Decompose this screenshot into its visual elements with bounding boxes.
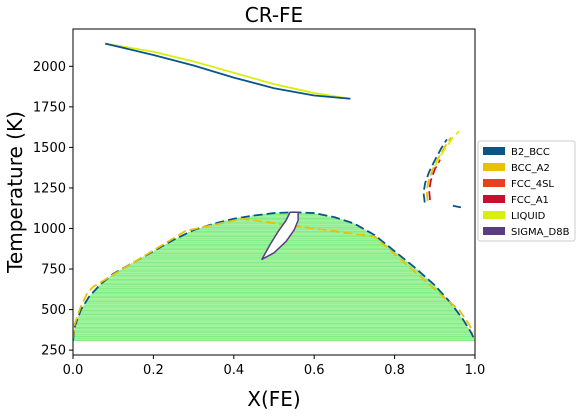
y-tick-label: 250 <box>41 344 66 359</box>
series-liquid-line <box>105 42 351 100</box>
series-b2-bcc-line <box>73 211 475 341</box>
y-axis-ticks: 250 500 750 1000 1250 1500 1750 2000 <box>33 60 73 359</box>
y-tick-label: 1750 <box>33 100 66 115</box>
legend: B2_BCC BCC_A2 FCC_4SL FCC_A1 LIQUID SIGMA_D8B <box>477 140 576 242</box>
series-bcc-a2-line <box>73 217 474 339</box>
y-tick-label: 1000 <box>33 222 66 237</box>
x-axis-label: X(FE) <box>247 387 300 411</box>
legend-swatch <box>483 211 505 219</box>
series-sigma-d8b-line <box>261 211 299 261</box>
legend-label: B2_BCC <box>511 147 550 158</box>
y-tick-label: 1250 <box>33 181 66 196</box>
series-b2-bcc-line <box>452 204 462 209</box>
legend-swatch <box>483 179 505 187</box>
y-tick-label: 1500 <box>33 141 66 156</box>
series-liquid-line <box>433 130 460 168</box>
series-b2-bcc-line <box>104 42 351 100</box>
x-axis-ticks: 0.0 0.2 0.4 0.6 0.8 1.0 <box>63 355 486 378</box>
plot-frame <box>72 28 476 356</box>
x-tick-label: 0.4 <box>223 363 244 378</box>
x-tick-label: 0.8 <box>384 363 405 378</box>
x-tick-label: 1.0 <box>465 363 486 378</box>
series-bcc-a2-line <box>425 137 452 201</box>
chart-title: CR-FE <box>245 3 303 27</box>
legend-swatch <box>483 163 505 171</box>
y-axis-label: Temperature (K) <box>3 111 27 274</box>
legend-swatch <box>483 147 505 155</box>
series-fcc-a1-line <box>428 159 441 201</box>
legend-label: LIQUID <box>511 211 546 222</box>
legend-label: FCC_A1 <box>511 195 549 206</box>
series-b2-bcc-line <box>422 138 448 203</box>
legend-label: BCC_A2 <box>511 163 550 174</box>
y-tick-label: 750 <box>41 263 66 278</box>
y-tick-label: 500 <box>41 303 66 318</box>
x-tick-label: 0.0 <box>63 363 84 378</box>
legend-label: SIGMA_D8B <box>511 227 570 238</box>
legend-swatch <box>483 227 505 235</box>
plot-area <box>73 29 475 355</box>
phase-boundaries <box>73 42 475 341</box>
legend-swatch <box>483 195 505 203</box>
y-tick-label: 2000 <box>33 60 66 75</box>
legend-label: FCC_4SL <box>511 179 554 190</box>
x-tick-label: 0.2 <box>143 363 164 378</box>
x-tick-label: 0.6 <box>304 363 325 378</box>
